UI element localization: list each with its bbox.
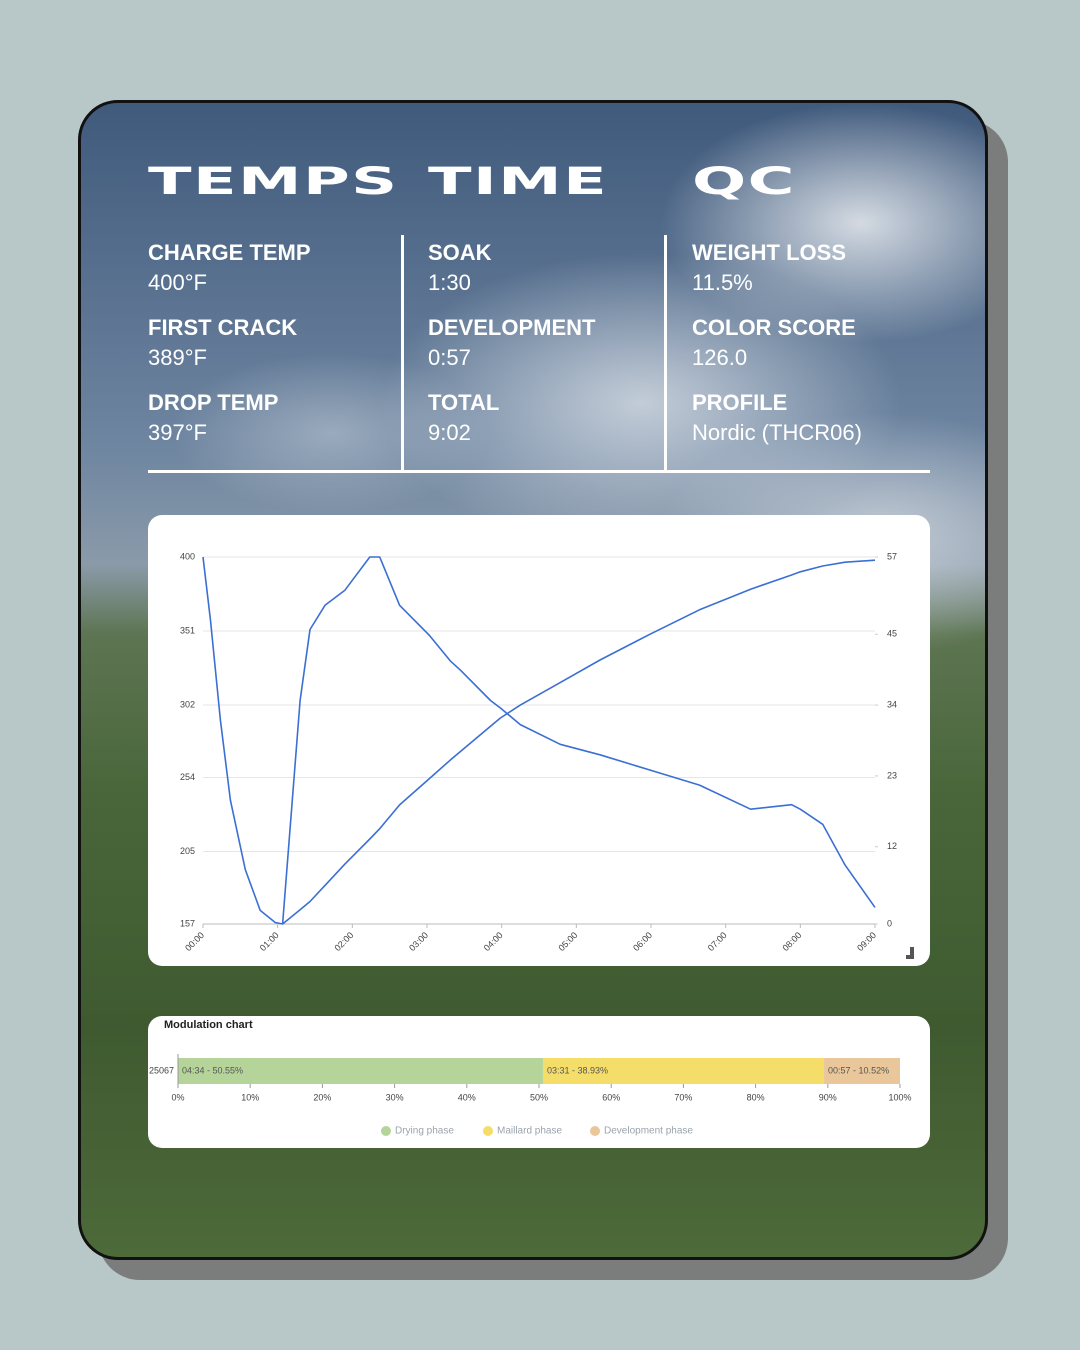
y-tick-label: 157	[180, 918, 195, 928]
y2-tick-label: 12	[887, 841, 897, 851]
bar-segment	[542, 1058, 825, 1084]
x-tick-label: 05:00	[556, 930, 579, 953]
y-tick-label: 25067	[149, 1065, 174, 1075]
modulation-panel: Modulation chart 25067 04:34 - 50.55% 03:3…	[148, 1016, 930, 1148]
x-tick-label: 00:00	[183, 930, 206, 953]
column-title: QC	[692, 160, 796, 204]
column-title: TEMPS	[148, 160, 399, 204]
bar-segment	[178, 1058, 543, 1084]
logo-icon	[906, 947, 914, 959]
legend-swatch	[483, 1126, 493, 1136]
y2-tick-label: 57	[887, 551, 897, 561]
x-tick-label: 20%	[313, 1092, 331, 1102]
x-tick-label: 100%	[888, 1092, 911, 1102]
stat-label: DEVELOPMENT	[428, 315, 596, 340]
y-tick-label: 254	[180, 772, 195, 782]
value-label: 03:31 - 38.93%	[547, 1065, 608, 1075]
stat-value: 1:30	[428, 270, 471, 295]
divider	[148, 470, 930, 473]
x-tick-label: 10%	[241, 1092, 259, 1102]
stat-value: Nordic (THCR06)	[692, 420, 862, 445]
x-tick-label: 06:00	[631, 930, 654, 953]
y-tick-label: 400	[180, 551, 195, 561]
x-tick-label: 02:00	[332, 930, 355, 953]
chart-title: Modulation chart	[164, 1019, 253, 1031]
y-tick-label: 351	[180, 625, 195, 635]
legend-label: Drying phase	[395, 1126, 454, 1137]
stat-label: FIRST CRACK	[148, 315, 298, 340]
x-tick-label: 0%	[171, 1092, 184, 1102]
stat-value: 400°F	[148, 270, 207, 295]
modulation-chart: Modulation chart 25067 04:34 - 50.55% 03:3…	[149, 1019, 912, 1137]
y-tick-label: 302	[180, 699, 195, 709]
line-series	[282, 559, 876, 925]
column-title: TIME	[428, 160, 609, 204]
stat-value: 126.0	[692, 345, 748, 370]
legend-swatch	[590, 1126, 600, 1136]
x-tick-label: 04:00	[482, 930, 505, 953]
divider	[664, 235, 667, 471]
stat-label: COLOR SCORE	[692, 315, 856, 340]
x-tick-label: 50%	[530, 1092, 548, 1102]
chart-panel: 157 205 254 302 351 400 0 12 23 34 45 57 00:00 01:00 0…	[148, 515, 930, 966]
x-tick-label: 40%	[458, 1092, 476, 1102]
legend-swatch	[381, 1126, 391, 1136]
x-tick-label: 09:00	[855, 930, 878, 953]
stat-value: 389°F	[148, 345, 207, 370]
stat-label: DROP TEMP	[148, 390, 279, 415]
y2-tick-label: 34	[887, 699, 897, 709]
y2-tick-label: 45	[887, 629, 897, 639]
y2-tick-label: 23	[887, 770, 897, 780]
stat-label: SOAK	[428, 240, 492, 265]
value-label: 00:57 - 10.52%	[828, 1065, 889, 1075]
stat-value: 9:02	[428, 420, 471, 445]
x-tick-label: 07:00	[706, 930, 729, 953]
value-label: 04:34 - 50.55%	[182, 1065, 243, 1075]
bar-segment	[824, 1058, 900, 1084]
x-tick-label: 60%	[602, 1092, 620, 1102]
legend-label: Development phase	[604, 1126, 693, 1137]
x-tick-label: 08:00	[780, 930, 803, 953]
x-tick-label: 01:00	[258, 930, 281, 953]
stat-label: PROFILE	[692, 390, 788, 415]
stat-value: 397°F	[148, 420, 207, 445]
stat-value: 11.5%	[692, 270, 753, 295]
legend-label: Maillard phase	[497, 1126, 562, 1137]
y2-tick-label: 0	[887, 918, 892, 928]
stat-label: WEIGHT LOSS	[692, 240, 846, 265]
x-tick-label: 30%	[386, 1092, 404, 1102]
stat-value: 0:57	[428, 345, 471, 370]
stat-label: TOTAL	[428, 390, 500, 415]
x-tick-label: 03:00	[407, 930, 430, 953]
line-series	[202, 556, 876, 925]
x-tick-label: 80%	[747, 1092, 765, 1102]
stat-label: CHARGE TEMP	[148, 240, 311, 265]
x-tick-label: 70%	[674, 1092, 692, 1102]
y-tick-label: 205	[180, 846, 195, 856]
divider	[401, 235, 404, 471]
roast-chart: 157 205 254 302 351 400 0 12 23 34 45 57 00:00 01:00 0…	[180, 551, 914, 959]
x-tick-label: 90%	[819, 1092, 837, 1102]
